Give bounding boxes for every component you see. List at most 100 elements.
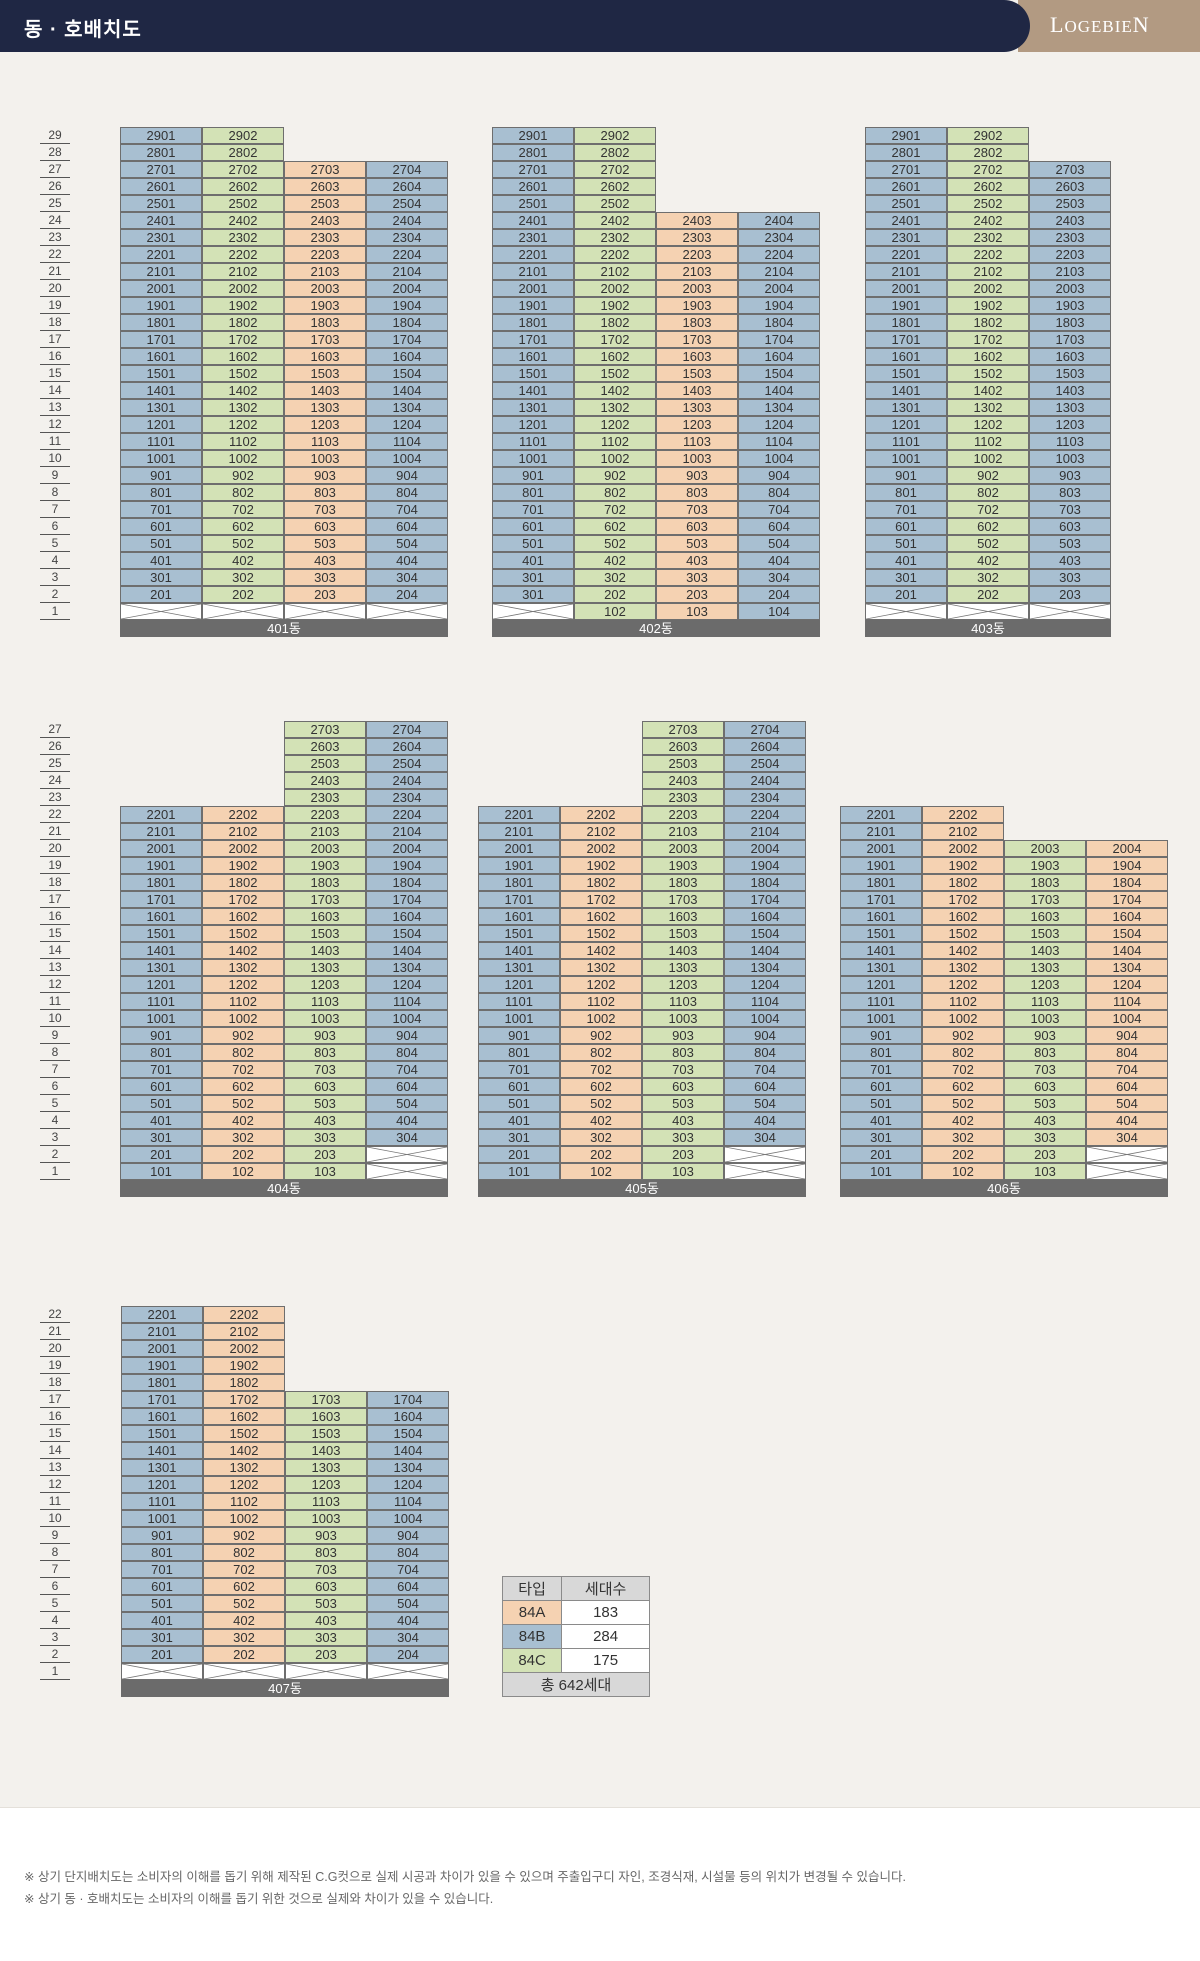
unit-cell[interactable]: 1903 <box>642 857 724 874</box>
unit-cell[interactable]: 1502 <box>922 925 1004 942</box>
unit-cell[interactable]: 604 <box>366 1078 448 1095</box>
unit-cell[interactable]: 1902 <box>203 1357 285 1374</box>
unit-cell[interactable]: 2502 <box>947 195 1029 212</box>
unit-cell[interactable]: 1404 <box>724 942 806 959</box>
unit-cell[interactable]: 2604 <box>724 738 806 755</box>
unit-cell[interactable]: 2802 <box>947 144 1029 161</box>
unit-cell[interactable]: 1601 <box>865 348 947 365</box>
unit-cell[interactable]: 1602 <box>202 908 284 925</box>
unit-cell[interactable]: 1203 <box>284 416 366 433</box>
unit-cell[interactable]: 1204 <box>1086 976 1168 993</box>
unit-cell[interactable]: 1803 <box>284 874 366 891</box>
unit-cell[interactable]: 2304 <box>738 229 820 246</box>
unit-cell[interactable]: 1602 <box>560 908 642 925</box>
unit-cell[interactable]: 1603 <box>1029 348 1111 365</box>
unit-cell[interactable]: 301 <box>478 1129 560 1146</box>
unit-cell[interactable]: 1101 <box>840 993 922 1010</box>
unit-cell[interactable]: 404 <box>367 1612 449 1629</box>
unit-cell[interactable]: 1003 <box>1004 1010 1086 1027</box>
unit-cell[interactable]: 1101 <box>121 1493 203 1510</box>
unit-cell[interactable]: 2404 <box>724 772 806 789</box>
unit-cell[interactable]: 1502 <box>203 1425 285 1442</box>
unit-cell[interactable]: 2201 <box>492 246 574 263</box>
unit-cell[interactable]: 2601 <box>865 178 947 195</box>
unit-cell[interactable]: 403 <box>284 552 366 569</box>
unit-cell[interactable]: 2504 <box>724 755 806 772</box>
unit-cell[interactable]: 2601 <box>492 178 574 195</box>
unit-cell[interactable]: 2703 <box>1029 161 1111 178</box>
unit-cell[interactable]: 602 <box>947 518 1029 535</box>
unit-cell[interactable]: 304 <box>366 1129 448 1146</box>
unit-cell[interactable]: 2001 <box>121 1340 203 1357</box>
unit-cell[interactable]: 1003 <box>642 1010 724 1027</box>
unit-cell[interactable]: 1201 <box>478 976 560 993</box>
unit-cell[interactable]: 1504 <box>366 365 448 382</box>
unit-cell[interactable]: 1503 <box>1004 925 1086 942</box>
unit-cell[interactable]: 601 <box>120 518 202 535</box>
unit-cell[interactable]: 1701 <box>120 331 202 348</box>
unit-cell[interactable]: 2704 <box>366 161 448 178</box>
unit-cell[interactable]: 1504 <box>1086 925 1168 942</box>
unit-cell[interactable]: 1604 <box>367 1408 449 1425</box>
unit-cell[interactable]: 2003 <box>284 840 366 857</box>
unit-cell[interactable]: 1302 <box>574 399 656 416</box>
unit-cell[interactable]: 1201 <box>492 416 574 433</box>
unit-cell[interactable]: 1701 <box>865 331 947 348</box>
unit-cell[interactable]: 1602 <box>922 908 1004 925</box>
unit-cell[interactable]: 2204 <box>724 806 806 823</box>
unit-cell[interactable]: 2102 <box>203 1323 285 1340</box>
unit-cell[interactable]: 1801 <box>120 314 202 331</box>
unit-cell[interactable]: 2502 <box>202 195 284 212</box>
unit-cell[interactable]: 2103 <box>656 263 738 280</box>
unit-cell[interactable]: 1801 <box>865 314 947 331</box>
unit-cell[interactable]: 2102 <box>560 823 642 840</box>
unit-cell[interactable]: 1403 <box>285 1442 367 1459</box>
unit-cell[interactable]: 1003 <box>656 450 738 467</box>
unit-cell[interactable]: 1404 <box>366 942 448 959</box>
unit-cell[interactable]: 2203 <box>284 806 366 823</box>
unit-cell[interactable]: 103 <box>642 1163 724 1180</box>
unit-cell[interactable]: 1304 <box>366 399 448 416</box>
unit-cell[interactable]: 503 <box>284 1095 366 1112</box>
unit-cell[interactable]: 802 <box>574 484 656 501</box>
unit-cell[interactable]: 703 <box>656 501 738 518</box>
unit-cell[interactable]: 1304 <box>1086 959 1168 976</box>
unit-cell[interactable]: 2301 <box>865 229 947 246</box>
unit-cell[interactable]: 703 <box>284 1061 366 1078</box>
unit-cell[interactable]: 1303 <box>285 1459 367 1476</box>
unit-cell[interactable]: 1303 <box>284 959 366 976</box>
unit-cell[interactable]: 1804 <box>366 314 448 331</box>
unit-cell[interactable]: 1801 <box>478 874 560 891</box>
unit-cell[interactable]: 1204 <box>366 416 448 433</box>
unit-cell[interactable]: 801 <box>120 484 202 501</box>
unit-cell[interactable]: 401 <box>120 552 202 569</box>
unit-cell[interactable]: 1201 <box>121 1476 203 1493</box>
unit-cell[interactable]: 504 <box>724 1095 806 1112</box>
unit-cell[interactable]: 501 <box>120 535 202 552</box>
unit-cell[interactable]: 2501 <box>120 195 202 212</box>
unit-cell[interactable]: 1002 <box>203 1510 285 1527</box>
unit-cell[interactable]: 1601 <box>492 348 574 365</box>
unit-cell[interactable]: 1401 <box>492 382 574 399</box>
unit-cell[interactable]: 2303 <box>1029 229 1111 246</box>
unit-cell[interactable]: 203 <box>284 1146 366 1163</box>
unit-cell[interactable]: 2501 <box>865 195 947 212</box>
unit-cell[interactable]: 1302 <box>560 959 642 976</box>
unit-cell[interactable]: 1501 <box>865 365 947 382</box>
unit-cell[interactable]: 802 <box>202 1044 284 1061</box>
unit-cell[interactable]: 2504 <box>366 195 448 212</box>
unit-cell[interactable]: 902 <box>574 467 656 484</box>
unit-cell[interactable]: 1702 <box>574 331 656 348</box>
unit-cell[interactable]: 1303 <box>1029 399 1111 416</box>
unit-cell[interactable]: 901 <box>121 1527 203 1544</box>
unit-cell[interactable]: 403 <box>642 1112 724 1129</box>
unit-cell[interactable]: 1604 <box>366 348 448 365</box>
unit-cell[interactable]: 2201 <box>120 246 202 263</box>
unit-cell[interactable]: 901 <box>492 467 574 484</box>
unit-cell[interactable]: 1601 <box>121 1408 203 1425</box>
unit-cell[interactable]: 1501 <box>120 365 202 382</box>
unit-cell[interactable]: 2602 <box>947 178 1029 195</box>
unit-cell[interactable]: 302 <box>202 569 284 586</box>
unit-cell[interactable]: 2702 <box>574 161 656 178</box>
unit-cell[interactable]: 204 <box>367 1646 449 1663</box>
